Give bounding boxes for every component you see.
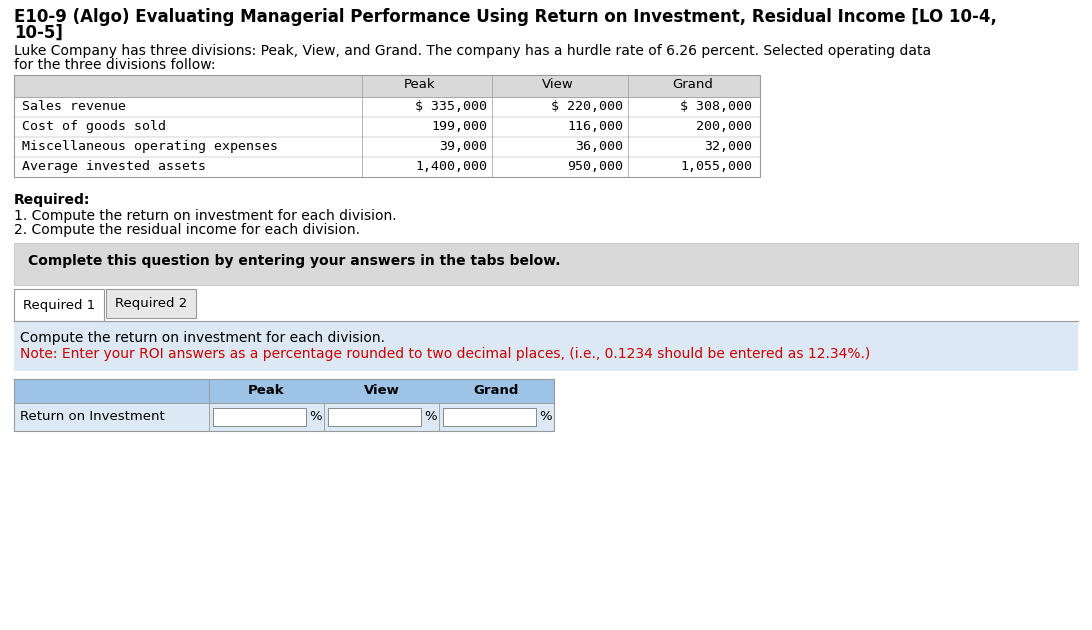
Bar — [14, 321, 1078, 371]
Text: Required 2: Required 2 — [115, 297, 187, 309]
Text: %: % — [309, 411, 322, 423]
Text: Complete this question by entering your answers in the tabs below.: Complete this question by entering your … — [28, 254, 560, 268]
Text: Peak: Peak — [404, 78, 436, 91]
Text: Luke Company has three divisions: Peak, View, and Grand. The company has a hurdl: Luke Company has three divisions: Peak, … — [14, 44, 931, 58]
Text: Compute the return on investment for each division.: Compute the return on investment for eac… — [20, 331, 385, 345]
Bar — [14, 379, 554, 431]
Bar — [14, 243, 1078, 285]
Bar — [14, 75, 760, 97]
Text: 1. Compute the return on investment for each division.: 1. Compute the return on investment for … — [14, 209, 396, 223]
Text: Return on Investment: Return on Investment — [20, 411, 165, 423]
Text: Grand: Grand — [474, 384, 519, 398]
Text: 1,055,000: 1,055,000 — [680, 160, 752, 173]
Text: 32,000: 32,000 — [704, 140, 752, 153]
Bar — [213, 408, 306, 426]
Text: Required:: Required: — [14, 193, 91, 207]
Text: $ 220,000: $ 220,000 — [551, 100, 624, 113]
Text: $ 308,000: $ 308,000 — [680, 100, 752, 113]
Bar — [14, 75, 760, 177]
Text: View: View — [364, 384, 400, 398]
Text: View: View — [542, 78, 574, 91]
Bar — [14, 289, 104, 321]
Text: 1,400,000: 1,400,000 — [415, 160, 487, 173]
Text: Grand: Grand — [673, 78, 713, 91]
Bar — [14, 379, 209, 403]
Text: Miscellaneous operating expenses: Miscellaneous operating expenses — [22, 140, 278, 153]
Text: Peak: Peak — [248, 384, 285, 398]
Text: %: % — [424, 411, 437, 423]
Text: for the three divisions follow:: for the three divisions follow: — [14, 58, 215, 72]
Text: Sales revenue: Sales revenue — [22, 100, 126, 113]
Text: 2. Compute the residual income for each division.: 2. Compute the residual income for each … — [14, 223, 360, 237]
Text: 950,000: 950,000 — [567, 160, 624, 173]
Bar — [328, 408, 422, 426]
Text: 10-5]: 10-5] — [14, 24, 63, 42]
Text: Average invested assets: Average invested assets — [22, 160, 206, 173]
Text: Cost of goods sold: Cost of goods sold — [22, 120, 166, 133]
Text: %: % — [539, 411, 551, 423]
Bar — [106, 289, 195, 318]
Text: 199,000: 199,000 — [431, 120, 487, 133]
Bar — [209, 379, 554, 403]
Text: Note: Enter your ROI answers as a percentage rounded to two decimal places, (i.e: Note: Enter your ROI answers as a percen… — [20, 347, 870, 361]
Bar — [14, 403, 554, 431]
Text: 116,000: 116,000 — [567, 120, 624, 133]
Text: $ 335,000: $ 335,000 — [415, 100, 487, 113]
Text: 39,000: 39,000 — [439, 140, 487, 153]
Text: 36,000: 36,000 — [575, 140, 624, 153]
Text: 200,000: 200,000 — [696, 120, 752, 133]
Text: E10-9 (Algo) Evaluating Managerial Performance Using Return on Investment, Resid: E10-9 (Algo) Evaluating Managerial Perfo… — [14, 8, 997, 26]
Text: Required 1: Required 1 — [23, 299, 95, 311]
Bar — [443, 408, 536, 426]
